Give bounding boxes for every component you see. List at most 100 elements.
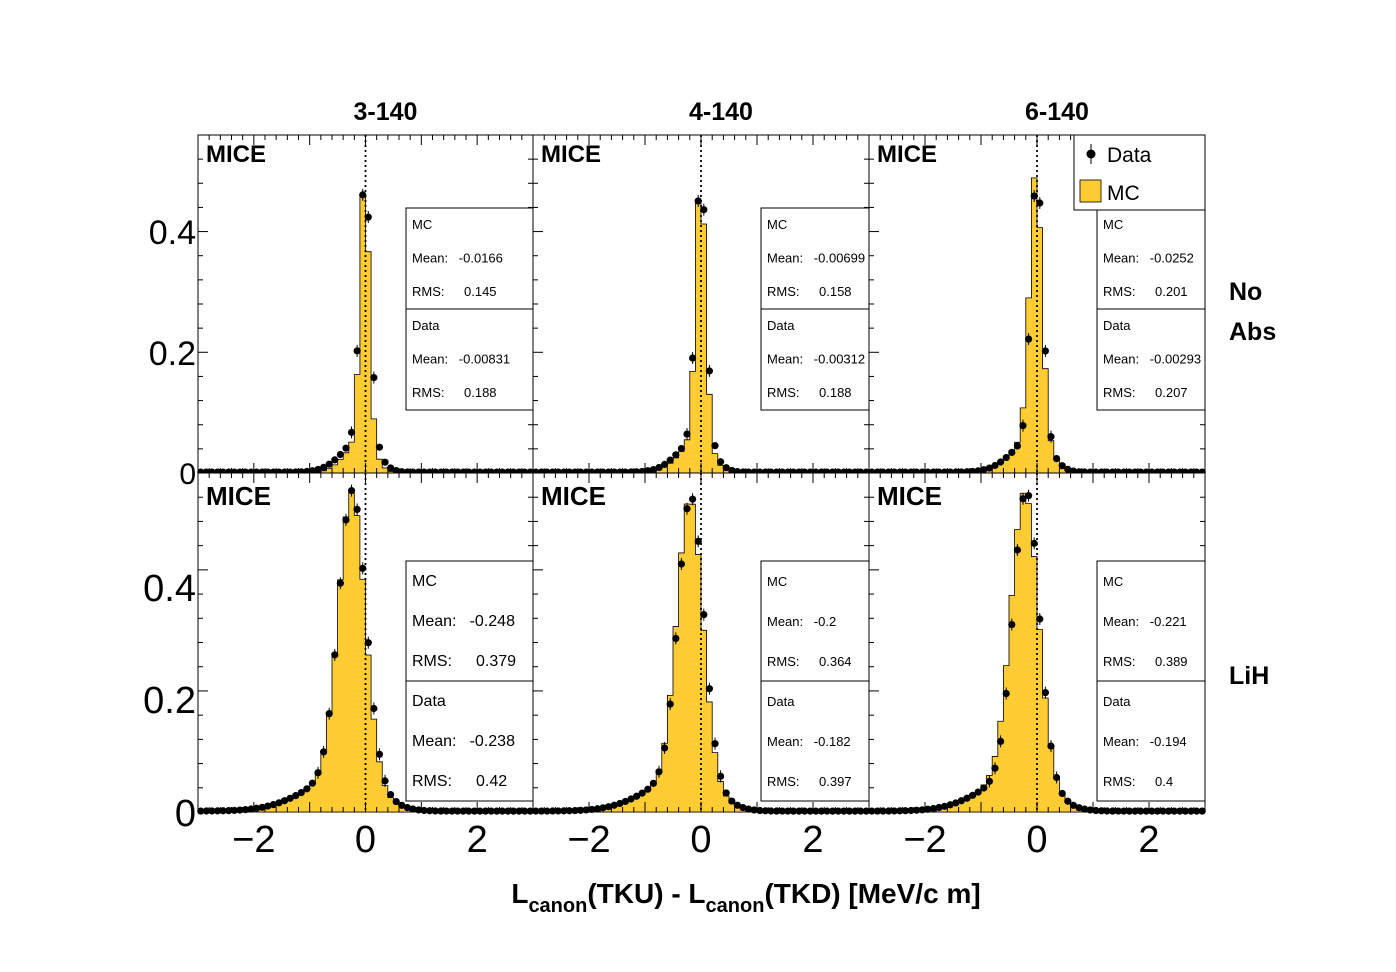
data-point <box>621 797 630 806</box>
data-point <box>549 807 557 815</box>
x-tick-label: −2 <box>903 819 946 861</box>
legend: Data MC <box>1073 134 1206 211</box>
data-point <box>1058 462 1066 470</box>
data-point <box>275 799 283 807</box>
data-point <box>1170 807 1178 815</box>
y-tick-label: 0 <box>175 793 196 835</box>
data-point <box>286 794 294 802</box>
row-label-0: Abs <box>1229 318 1276 346</box>
row-label-1: LiH <box>1229 662 1269 690</box>
data-point <box>784 807 792 815</box>
data-point <box>985 464 994 472</box>
data-point <box>387 464 395 472</box>
data-point <box>873 807 882 815</box>
data-point <box>728 797 736 805</box>
data-point <box>997 458 1005 466</box>
stats-data-mean: Mean: -0.00831 <box>412 352 510 367</box>
data-point <box>1148 807 1156 815</box>
data-point <box>476 807 484 815</box>
data-point <box>773 807 781 815</box>
data-point <box>392 467 400 475</box>
data-point <box>588 805 596 814</box>
data-point <box>739 804 747 812</box>
data-point <box>946 801 954 809</box>
data-point <box>392 797 400 806</box>
data-point <box>297 788 305 797</box>
stats-mc-title: MC <box>767 217 787 232</box>
data-point <box>913 806 921 814</box>
data-point <box>314 465 322 474</box>
stats-mc-rms-value: 0.379 <box>476 653 516 670</box>
stats-data-mean-value: -0.00312 <box>814 352 865 367</box>
data-point <box>465 807 473 815</box>
data-point <box>1159 807 1167 815</box>
data-point <box>509 807 518 815</box>
data-point <box>1153 807 1161 815</box>
data-point <box>1137 807 1145 815</box>
x-tick-label: −2 <box>232 819 275 861</box>
data-point <box>789 807 798 815</box>
data-point <box>403 804 411 812</box>
data-point <box>728 466 736 475</box>
y-tick-label: 0 <box>179 458 196 491</box>
data-point <box>627 795 635 803</box>
stats-mc-mean: Mean: -0.00699 <box>767 251 865 266</box>
data-point <box>202 807 210 815</box>
stats-data-title: Data <box>767 694 795 709</box>
data-point <box>868 807 876 815</box>
data-point <box>225 807 233 815</box>
data-point <box>308 779 317 787</box>
data-point <box>264 802 272 810</box>
experiment-label: MICE <box>877 141 937 168</box>
data-point <box>745 805 753 813</box>
stats-mc-mean-value: -0.2 <box>814 614 836 629</box>
data-point <box>644 785 652 793</box>
stats-mc-title: MC <box>767 574 787 589</box>
data-point <box>963 794 971 802</box>
data-point <box>750 806 758 814</box>
data-point <box>398 801 406 809</box>
row-label-0: No <box>1229 278 1262 306</box>
data-point <box>493 807 501 815</box>
data-point <box>896 807 904 815</box>
stats-data-mean: Mean: -0.00293 <box>1103 352 1201 367</box>
data-point <box>1131 807 1139 815</box>
legend-mc-swatch <box>1079 179 1102 203</box>
data-point <box>320 463 328 471</box>
stats-data-mean-value: -0.182 <box>814 734 851 749</box>
data-point <box>879 807 887 815</box>
data-point <box>1013 442 1022 450</box>
data-point <box>845 807 854 815</box>
data-point <box>521 807 529 815</box>
data-point <box>733 801 742 809</box>
data-point <box>381 458 389 466</box>
data-point <box>487 807 495 815</box>
data-point <box>633 792 641 800</box>
data-point <box>409 805 417 813</box>
data-point <box>459 807 467 815</box>
stats-mc-mean-value: -0.0166 <box>459 251 503 266</box>
data-point <box>829 807 837 815</box>
data-point <box>1002 453 1010 462</box>
data-point <box>599 804 607 812</box>
data-point <box>823 807 831 815</box>
data-point <box>554 807 562 815</box>
stats-data-title: Data <box>412 693 446 710</box>
legend-data-label: Data <box>1107 144 1152 167</box>
x-tick-label: 0 <box>690 819 711 861</box>
data-point <box>711 442 719 450</box>
data-point <box>969 791 977 799</box>
data-point <box>649 779 658 787</box>
stats-data-rms-value: 0.4 <box>1155 774 1173 789</box>
data-point <box>885 807 893 815</box>
data-point <box>219 807 227 815</box>
data-point <box>761 807 770 815</box>
stats-mc-mean-value: -0.0252 <box>1150 251 1194 266</box>
